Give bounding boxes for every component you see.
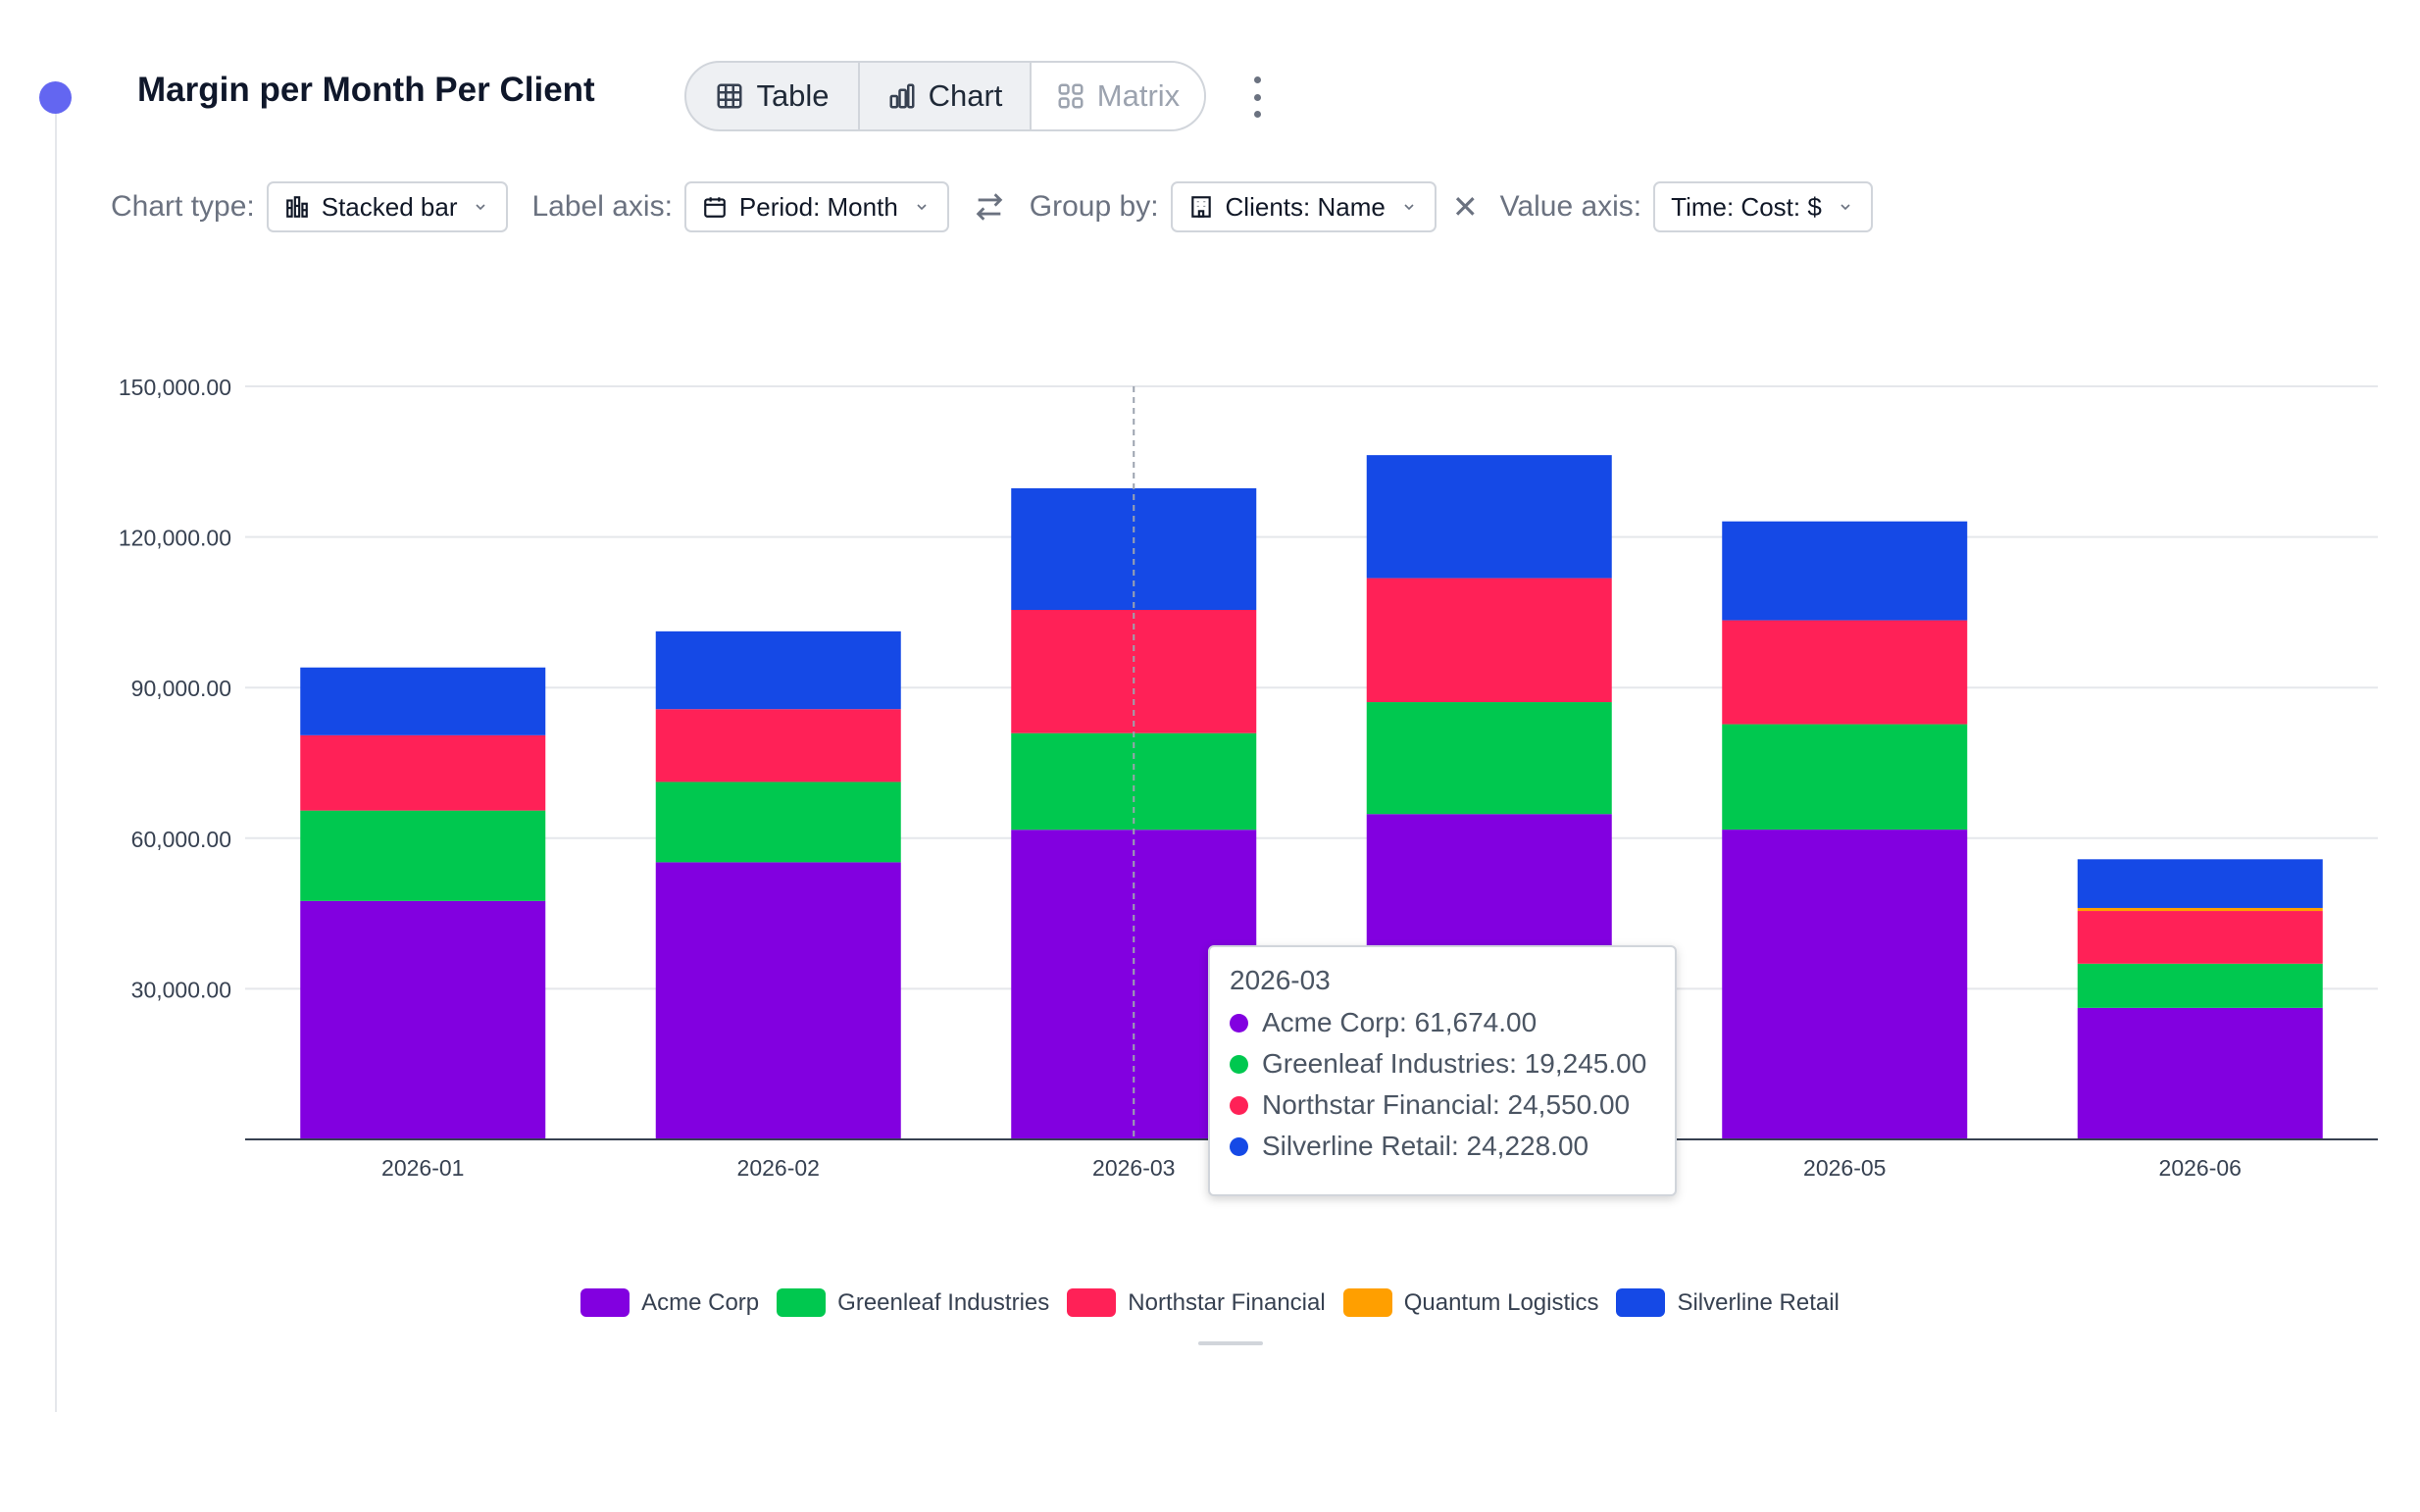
chevron-down-icon bbox=[1404, 204, 1414, 211]
view-toggle: Table Chart Matrix bbox=[684, 61, 1206, 131]
chart-type-label: Chart type: bbox=[111, 190, 255, 223]
label-axis-value: Period: Month bbox=[738, 191, 898, 222]
tooltip-row-text: Northstar Financial: 24,550.00 bbox=[1262, 1089, 1631, 1120]
tooltip-title: 2026-03 bbox=[1230, 965, 1331, 995]
tooltip-row: Northstar Financial: 24,550.00 bbox=[1230, 1084, 1655, 1126]
legend-scroll-indicator bbox=[1198, 1341, 1263, 1345]
y-tick-label: 120,000.00 bbox=[119, 526, 231, 551]
legend-item[interactable]: Silverline Retail bbox=[1616, 1288, 1840, 1317]
bar-segment[interactable] bbox=[2077, 963, 2323, 1008]
tooltip-dot bbox=[1230, 1054, 1248, 1074]
bar-segment[interactable] bbox=[2077, 907, 2323, 912]
chart-legend: Acme Corp Greenleaf Industries Northstar F… bbox=[0, 1288, 2420, 1317]
bar-segment[interactable] bbox=[1722, 620, 1968, 725]
chevron-down-icon bbox=[476, 204, 486, 211]
x-tick-label: 2026-03 bbox=[1092, 1155, 1175, 1181]
legend-item[interactable]: Northstar Financial bbox=[1067, 1288, 1326, 1317]
table-grid-icon bbox=[717, 83, 742, 109]
bar-segment[interactable] bbox=[655, 709, 901, 782]
matrix-grid-icon bbox=[1058, 83, 1084, 109]
legend-label: Greenleaf Industries bbox=[837, 1288, 1050, 1316]
x-tick-label: 2026-01 bbox=[381, 1155, 464, 1181]
tooltip-row-text: Acme Corp: 61,674.00 bbox=[1262, 1007, 1538, 1037]
chevron-down-icon bbox=[1840, 204, 1850, 211]
bar-segment[interactable] bbox=[2077, 1007, 2323, 1139]
calendar-icon bbox=[704, 197, 726, 218]
stacked-bar-chart: 30,000.00 60,000.00 90,000.00 120,000.00 150… bbox=[119, 375, 2378, 1181]
value-axis-label: Value axis: bbox=[1499, 190, 1642, 223]
bar-segment[interactable] bbox=[655, 630, 901, 710]
table-view-label: Table bbox=[756, 78, 830, 113]
table-view-button[interactable]: Table bbox=[686, 63, 858, 129]
chart-type-value: Stacked bar bbox=[321, 191, 458, 222]
bar-chart-icon bbox=[889, 83, 915, 109]
timeline-dot-icon bbox=[39, 81, 72, 114]
legend-swatch bbox=[1067, 1288, 1117, 1317]
chart-view-button[interactable]: Chart bbox=[858, 63, 1030, 129]
tooltip-row-text: Silverline Retail: 24,228.00 bbox=[1262, 1131, 1589, 1161]
legend-swatch bbox=[1342, 1288, 1392, 1317]
chart-controls: Chart type: Stacked bar Label axis: Peri… bbox=[111, 179, 1873, 234]
close-icon[interactable]: ✕ bbox=[1451, 189, 1479, 225]
legend-label: Silverline Retail bbox=[1677, 1288, 1840, 1316]
bar-segment[interactable] bbox=[655, 862, 901, 1139]
bar-segment[interactable] bbox=[1722, 830, 1968, 1139]
tooltip-row: Silverline Retail: 24,228.00 bbox=[1230, 1126, 1655, 1167]
chart-tooltip: 2026-03 Acme Corp: 61,674.00 Greenleaf I… bbox=[1208, 945, 1677, 1196]
label-axis-select[interactable]: Period: Month bbox=[683, 181, 949, 232]
legend-item[interactable]: Acme Corp bbox=[580, 1288, 759, 1317]
tooltip-dot bbox=[1230, 1013, 1248, 1033]
bar-segment[interactable] bbox=[1011, 732, 1257, 831]
label-axis-label: Label axis: bbox=[531, 190, 673, 223]
bar-segment[interactable] bbox=[300, 667, 546, 735]
matrix-view-button[interactable]: Matrix bbox=[1030, 63, 1204, 129]
tooltip-row-text: Greenleaf Industries: 19,245.00 bbox=[1262, 1048, 1647, 1079]
building-icon bbox=[1190, 196, 1211, 218]
stacked-bar-icon bbox=[285, 196, 308, 218]
x-tick-label: 2026-02 bbox=[737, 1155, 820, 1181]
bar-segment[interactable] bbox=[300, 810, 546, 901]
legend-item[interactable]: Quantum Logistics bbox=[1342, 1288, 1599, 1317]
chevron-down-icon bbox=[917, 204, 927, 211]
page-title: Margin per Month Per Client bbox=[137, 71, 595, 109]
bar-segment[interactable] bbox=[300, 734, 546, 811]
legend-label: Quantum Logistics bbox=[1403, 1288, 1599, 1316]
tooltip-row: Acme Corp: 61,674.00 bbox=[1230, 1002, 1655, 1043]
legend-swatch bbox=[580, 1288, 630, 1317]
bar-segment[interactable] bbox=[1722, 521, 1968, 621]
legend-label: Acme Corp bbox=[641, 1288, 760, 1316]
bar-segment[interactable] bbox=[2077, 859, 2323, 908]
y-tick-label: 60,000.00 bbox=[131, 827, 231, 852]
group-by-value: Clients: Name bbox=[1225, 191, 1386, 222]
matrix-view-label: Matrix bbox=[1096, 78, 1181, 113]
x-tick-label: 2026-05 bbox=[1803, 1155, 1886, 1181]
legend-item[interactable]: Greenleaf Industries bbox=[777, 1288, 1049, 1317]
legend-swatch bbox=[777, 1288, 827, 1317]
value-axis-select[interactable]: Time: Cost: $ bbox=[1653, 181, 1873, 232]
bar-segment[interactable] bbox=[1366, 578, 1612, 703]
value-axis-value: Time: Cost: $ bbox=[1671, 191, 1822, 222]
chart-view-label: Chart bbox=[928, 78, 1003, 113]
y-tick-label: 150,000.00 bbox=[119, 375, 231, 400]
bar-segment[interactable] bbox=[300, 900, 546, 1139]
vertical-dots-icon[interactable] bbox=[1245, 76, 1269, 118]
timeline-line bbox=[55, 98, 57, 1412]
swap-arrows-icon[interactable] bbox=[973, 190, 1006, 224]
bar-segment[interactable] bbox=[1366, 702, 1612, 815]
bar-segment[interactable] bbox=[1722, 724, 1968, 831]
x-tick-label: 2026-06 bbox=[2159, 1155, 2242, 1181]
tooltip-dot bbox=[1230, 1136, 1248, 1156]
y-tick-label: 90,000.00 bbox=[131, 676, 231, 701]
y-tick-label: 30,000.00 bbox=[131, 977, 231, 1002]
bar-segment[interactable] bbox=[655, 781, 901, 863]
group-by-select[interactable]: Clients: Name bbox=[1170, 181, 1437, 232]
tooltip-dot bbox=[1230, 1095, 1248, 1115]
group-by-label: Group by: bbox=[1029, 190, 1159, 223]
bar-segment[interactable] bbox=[2077, 911, 2323, 964]
bar-segment[interactable] bbox=[1366, 455, 1612, 579]
legend-label: Northstar Financial bbox=[1128, 1288, 1326, 1316]
legend-swatch bbox=[1616, 1288, 1666, 1317]
tooltip-row: Greenleaf Industries: 19,245.00 bbox=[1230, 1043, 1655, 1084]
chart-type-select[interactable]: Stacked bar bbox=[266, 181, 509, 232]
